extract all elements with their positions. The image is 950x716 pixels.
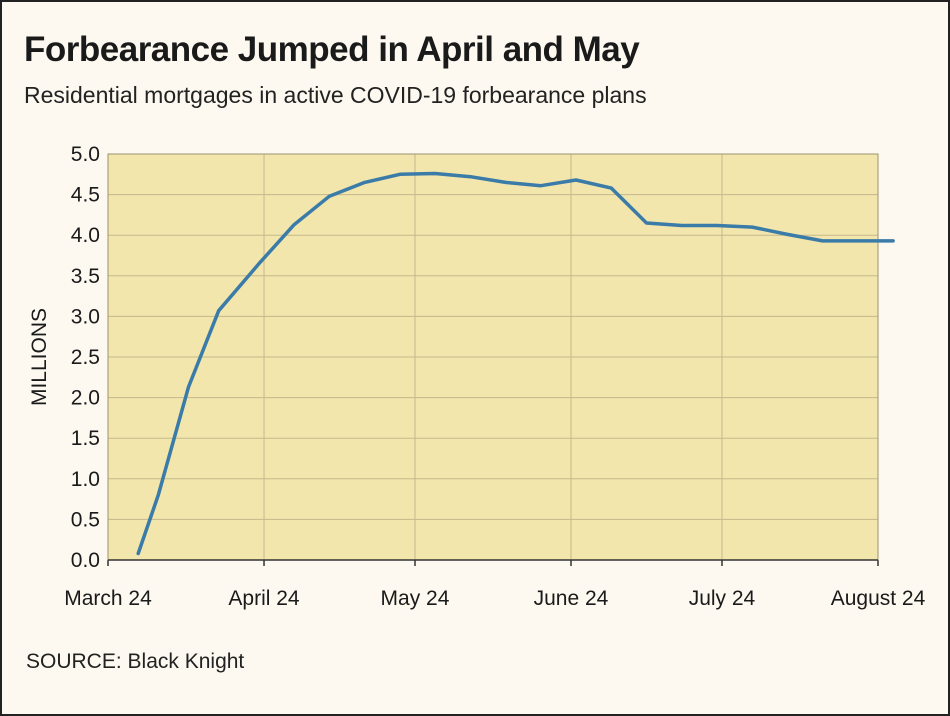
source-label: SOURCE: bbox=[26, 650, 122, 673]
x-tick-label: May 24 bbox=[381, 587, 450, 610]
y-tick-label: 4.5 bbox=[71, 184, 100, 207]
y-tick-label: 0.5 bbox=[71, 508, 100, 531]
y-tick-label: 5.0 bbox=[71, 143, 100, 166]
chart-subtitle: Residential mortgages in active COVID-19… bbox=[24, 82, 647, 108]
y-tick-label: 3.0 bbox=[71, 305, 100, 328]
y-tick-label: 3.5 bbox=[71, 265, 100, 288]
chart-title: Forbearance Jumped in April and May bbox=[24, 30, 640, 69]
y-tick-label: 4.0 bbox=[71, 224, 100, 247]
y-tick-label: 0.0 bbox=[71, 549, 100, 572]
y-axis-label: MILLIONS bbox=[28, 308, 51, 406]
x-tick-label: June 24 bbox=[534, 587, 609, 610]
y-tick-label: 1.5 bbox=[71, 427, 100, 450]
y-tick-label: 2.0 bbox=[71, 387, 100, 410]
source-note: SOURCE: Black Knight bbox=[26, 650, 244, 674]
x-tick-label: March 24 bbox=[64, 587, 152, 610]
x-tick-label: April 24 bbox=[228, 587, 300, 610]
source-text: Black Knight bbox=[127, 650, 245, 673]
y-tick-label: 1.0 bbox=[71, 468, 100, 491]
x-tick-label: August 24 bbox=[831, 587, 926, 610]
x-tick-label: July 24 bbox=[689, 587, 756, 610]
y-tick-label: 2.5 bbox=[71, 346, 100, 369]
